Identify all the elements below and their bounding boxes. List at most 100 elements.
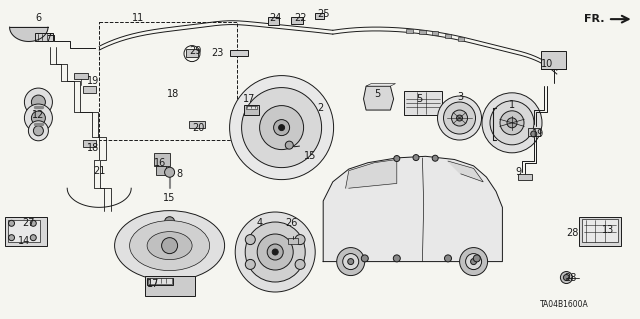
Text: 2: 2: [179, 236, 186, 246]
Circle shape: [474, 255, 480, 262]
Polygon shape: [323, 156, 502, 262]
Text: 7: 7: [45, 33, 51, 43]
Text: 18: 18: [166, 89, 179, 99]
Polygon shape: [346, 160, 397, 188]
Text: 8: 8: [176, 169, 182, 179]
Circle shape: [257, 234, 293, 270]
Bar: [99, 22, 237, 140]
Circle shape: [343, 254, 359, 270]
Text: 17: 17: [147, 279, 160, 289]
Polygon shape: [448, 161, 483, 182]
Text: 29: 29: [189, 46, 202, 56]
Text: 13: 13: [602, 225, 614, 235]
Ellipse shape: [115, 211, 225, 281]
Bar: [230, 50, 248, 56]
Text: 19: 19: [86, 76, 99, 86]
Bar: [406, 29, 413, 33]
Circle shape: [456, 115, 463, 121]
Bar: [35, 33, 53, 41]
Bar: [445, 34, 451, 38]
Bar: [419, 30, 426, 34]
Text: 17: 17: [243, 94, 256, 104]
Circle shape: [268, 244, 283, 260]
Circle shape: [260, 106, 303, 150]
Ellipse shape: [147, 232, 192, 260]
Text: 23: 23: [211, 48, 224, 58]
Bar: [5, 217, 47, 246]
Circle shape: [394, 156, 400, 161]
Text: 25: 25: [317, 9, 330, 19]
Circle shape: [445, 255, 451, 262]
Bar: [582, 219, 618, 242]
Circle shape: [470, 259, 477, 264]
Text: 26: 26: [285, 218, 298, 228]
Text: 5: 5: [374, 89, 381, 99]
Bar: [148, 278, 172, 284]
Text: 11: 11: [131, 12, 144, 23]
Bar: [518, 174, 532, 180]
Circle shape: [561, 271, 572, 284]
Text: 15: 15: [163, 193, 176, 203]
Text: 28: 28: [564, 272, 577, 283]
Bar: [186, 49, 198, 57]
Circle shape: [164, 167, 175, 177]
Circle shape: [295, 234, 305, 245]
Circle shape: [432, 155, 438, 161]
Text: 24: 24: [269, 12, 282, 23]
Text: 19: 19: [531, 129, 544, 139]
Text: TA04B1600A: TA04B1600A: [540, 300, 588, 309]
Circle shape: [444, 102, 476, 134]
Circle shape: [245, 259, 255, 270]
Bar: [541, 51, 566, 69]
Circle shape: [162, 238, 178, 254]
Bar: [147, 278, 173, 285]
Circle shape: [245, 234, 255, 245]
Circle shape: [507, 118, 517, 128]
Circle shape: [490, 101, 534, 145]
Circle shape: [362, 255, 368, 262]
Bar: [432, 31, 438, 35]
Ellipse shape: [130, 221, 210, 271]
Text: 4: 4: [256, 218, 262, 228]
Bar: [528, 128, 540, 136]
Text: 12: 12: [32, 110, 45, 120]
Circle shape: [348, 259, 354, 264]
Bar: [404, 91, 442, 115]
Text: 1: 1: [509, 100, 515, 110]
Text: 2: 2: [317, 103, 323, 114]
Circle shape: [413, 155, 419, 160]
Text: 22: 22: [294, 12, 307, 23]
Circle shape: [466, 254, 482, 270]
Circle shape: [285, 141, 293, 149]
Circle shape: [245, 222, 305, 282]
Bar: [246, 106, 257, 109]
Text: 20: 20: [192, 122, 205, 133]
Circle shape: [30, 235, 36, 241]
Circle shape: [31, 111, 45, 125]
Circle shape: [236, 212, 315, 292]
Circle shape: [28, 121, 49, 141]
Circle shape: [337, 248, 365, 276]
Text: 14: 14: [18, 236, 31, 246]
Bar: [579, 217, 621, 246]
Text: 15: 15: [304, 151, 317, 161]
Text: 18: 18: [86, 143, 99, 153]
Circle shape: [272, 249, 278, 255]
Bar: [458, 37, 464, 41]
Circle shape: [31, 95, 45, 109]
Polygon shape: [364, 86, 394, 110]
Circle shape: [8, 220, 15, 226]
Polygon shape: [10, 27, 48, 41]
Text: 21: 21: [93, 166, 106, 176]
Circle shape: [164, 217, 175, 227]
Circle shape: [242, 88, 322, 167]
Bar: [83, 140, 96, 147]
Circle shape: [33, 126, 44, 136]
Circle shape: [438, 96, 481, 140]
Circle shape: [295, 259, 305, 270]
Text: 5: 5: [416, 94, 422, 104]
Bar: [291, 17, 303, 24]
Circle shape: [230, 76, 333, 180]
Circle shape: [30, 220, 36, 226]
Bar: [156, 166, 166, 175]
